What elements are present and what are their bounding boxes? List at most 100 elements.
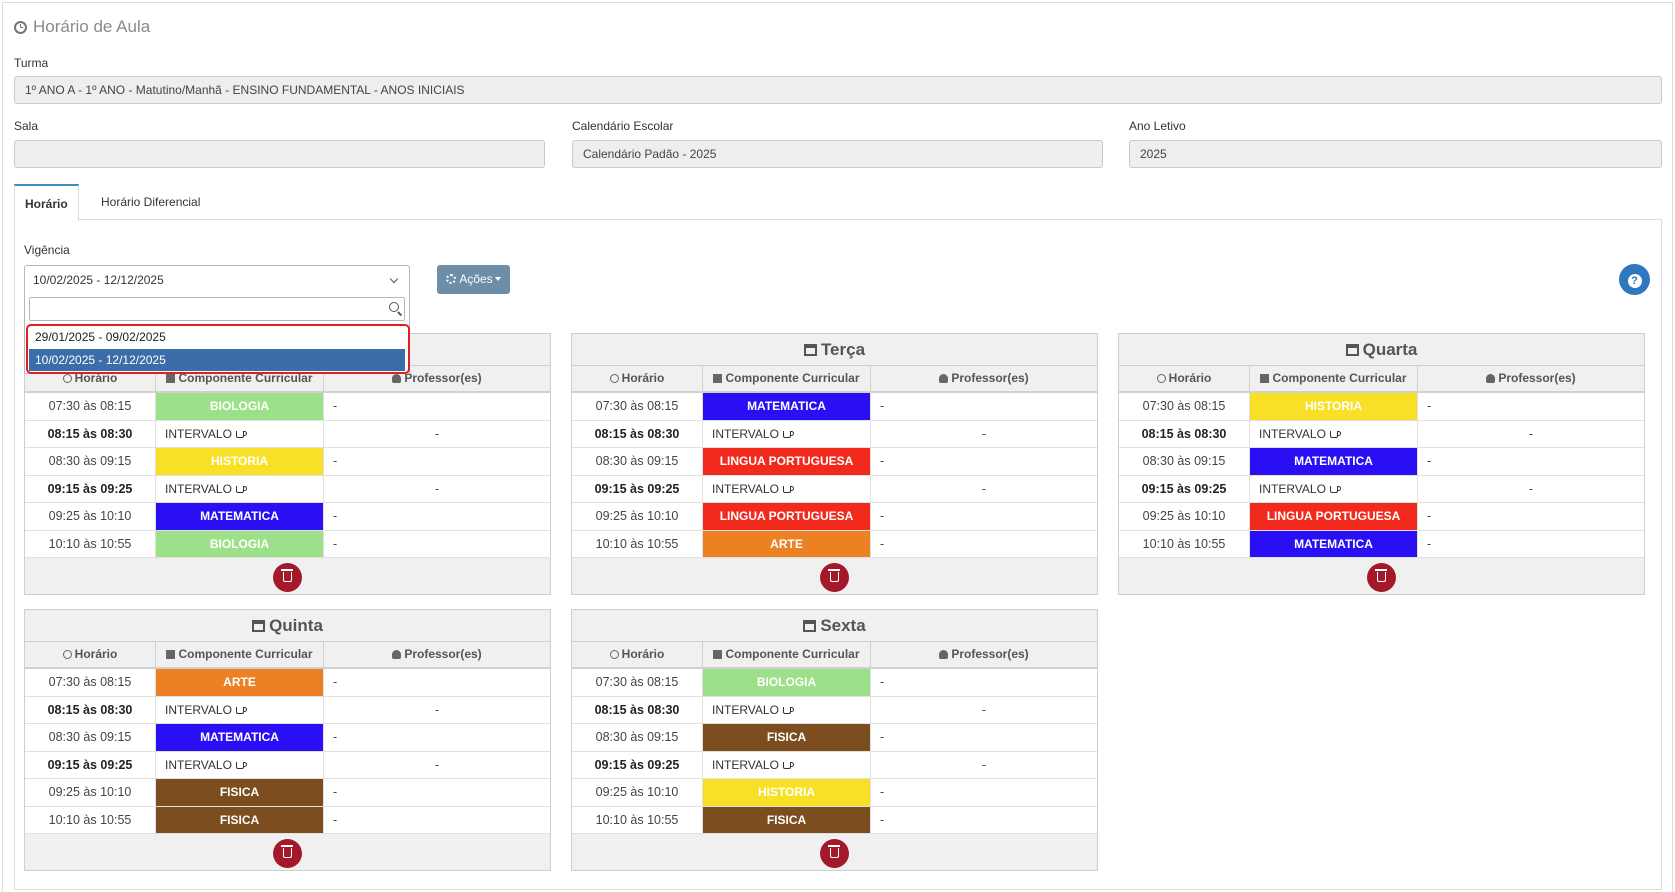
time-cell: 10:10 às 10:55 [572, 530, 703, 557]
table-row: 08:15 às 08:30 INTERVALO - [25, 696, 550, 724]
tab-horario[interactable]: Horário [14, 184, 79, 221]
trash-icon [280, 845, 293, 858]
time-cell: 10:10 às 10:55 [1119, 530, 1250, 557]
clock-icon [609, 374, 619, 383]
delete-button[interactable] [819, 839, 849, 868]
table-row: 10:10 às 10:55 MATEMATICA - [1119, 530, 1644, 558]
vigencia-option[interactable]: 29/01/2025 - 09/02/2025 [35, 330, 166, 344]
header-professor: Professor(es) [871, 366, 1097, 391]
delete-button[interactable] [272, 839, 302, 868]
subject-cell[interactable]: LINGUA PORTUGUESA [1250, 503, 1418, 530]
time-cell: 09:25 às 10:10 [572, 779, 703, 806]
subject-cell[interactable]: HISTORIA [1250, 393, 1418, 420]
table-row: 09:25 às 10:10 LINGUA PORTUGUESA - [572, 503, 1097, 531]
tab-horario-diferencial[interactable]: Horário Diferencial [101, 195, 201, 209]
page-title-text: Horário de Aula [33, 17, 151, 36]
calendar-icon [252, 620, 266, 632]
time-cell: 09:15 às 09:25 [1119, 475, 1250, 502]
professor-cell: - [434, 426, 440, 441]
clock-icon [1156, 374, 1166, 383]
subject-cell[interactable]: BIOLOGIA [156, 393, 324, 420]
subject-cell[interactable]: FISICA [156, 806, 324, 833]
table-row: 09:25 às 10:10 HISTORIA - [572, 779, 1097, 807]
subject-cell[interactable]: LINGUA PORTUGUESA [703, 503, 871, 530]
time-cell: 09:15 às 09:25 [25, 475, 156, 502]
day-name: Sexta [820, 616, 866, 635]
subject-cell[interactable]: FISICA [156, 779, 324, 806]
table-row: 07:30 às 08:15 HISTORIA - [1119, 393, 1644, 421]
header-professor: Professor(es) [324, 366, 550, 391]
table-row: 09:15 às 09:25 INTERVALO - [1119, 475, 1644, 503]
delete-button[interactable] [1366, 563, 1396, 592]
vigencia-selected-value: 10/02/2025 - 12/12/2025 [33, 273, 164, 287]
subject-cell[interactable]: BIOLOGIA [703, 669, 871, 696]
professor-cell: - [880, 675, 885, 689]
time-cell: 07:30 às 08:15 [572, 393, 703, 420]
table-row: 09:25 às 10:10 LINGUA PORTUGUESA - [1119, 503, 1644, 531]
subject-cell[interactable]: MATEMATICA [1250, 448, 1418, 475]
day-name: Quinta [269, 616, 323, 635]
delete-button[interactable] [819, 563, 849, 592]
professor-cell: - [333, 399, 338, 413]
time-cell: 07:30 às 08:15 [572, 669, 703, 696]
vigencia-option-selected[interactable]: 10/02/2025 - 12/12/2025 [29, 349, 405, 371]
tab-bar: Horário Horário Diferencial [14, 184, 1662, 221]
table-row: 09:15 às 09:25 INTERVALO - [572, 751, 1097, 779]
ano-letivo-field: 2025 [1129, 140, 1662, 168]
table-row: 08:15 às 08:30 INTERVALO - [1119, 420, 1644, 448]
subject-cell[interactable]: MATEMATICA [156, 503, 324, 530]
time-cell: 10:10 às 10:55 [25, 806, 156, 833]
professor-cell: - [333, 675, 338, 689]
time-cell: 09:15 às 09:25 [572, 751, 703, 778]
professor-cell: - [333, 509, 338, 523]
subject-cell[interactable]: ARTE [703, 530, 871, 557]
header-horario: Horário [25, 366, 156, 391]
subject-cell[interactable]: HISTORIA [156, 448, 324, 475]
actions-button[interactable]: Ações [437, 265, 510, 294]
table-row: 08:30 às 09:15 MATEMATICA - [25, 724, 550, 752]
vigencia-search-input[interactable] [29, 297, 405, 321]
delete-button[interactable] [272, 563, 302, 592]
table-row: 08:15 às 08:30 INTERVALO - [25, 420, 550, 448]
table-row: 10:10 às 10:55 BIOLOGIA - [25, 530, 550, 558]
interval-cell: INTERVALO [703, 420, 871, 447]
professor-cell: - [333, 812, 338, 827]
table-row: 10:10 às 10:55 ARTE - [572, 530, 1097, 558]
actions-label: Ações [459, 272, 493, 286]
time-cell: 08:30 às 09:15 [1119, 448, 1250, 475]
header-componente: Componente Curricular [156, 642, 324, 667]
turma-label: Turma [14, 56, 49, 70]
professor-cell: - [880, 454, 885, 468]
help-button[interactable]: ? [1619, 264, 1650, 295]
clock-icon [62, 650, 72, 659]
table-row: 09:25 às 10:10 FISICA - [25, 779, 550, 807]
book-icon [713, 374, 723, 383]
professor-cell: - [981, 481, 987, 496]
subject-cell[interactable]: FISICA [703, 724, 871, 751]
subject-cell[interactable]: BIOLOGIA [156, 530, 324, 557]
professor-cell: - [981, 702, 987, 717]
vigencia-select[interactable]: 10/02/2025 - 12/12/2025 [24, 265, 410, 295]
subject-cell[interactable]: MATEMATICA [703, 393, 871, 420]
header-horario: Horário [572, 366, 703, 391]
professor-cell: - [333, 730, 338, 744]
time-cell: 07:30 às 08:15 [25, 669, 156, 696]
subject-cell[interactable]: MATEMATICA [1250, 530, 1418, 557]
time-cell: 09:25 às 10:10 [1119, 503, 1250, 530]
calendar-icon [803, 620, 817, 632]
subject-cell[interactable]: MATEMATICA [156, 724, 324, 751]
time-cell: 08:15 às 08:30 [572, 420, 703, 447]
time-cell: 08:30 às 09:15 [572, 448, 703, 475]
day-panel-2: Quarta Horário Componente Curricular Profes… [1118, 333, 1645, 595]
professor-cell: - [333, 536, 338, 551]
panel-footer [25, 834, 550, 871]
table-row: 09:15 às 09:25 INTERVALO - [25, 751, 550, 779]
subject-cell[interactable]: ARTE [156, 669, 324, 696]
subject-cell[interactable]: HISTORIA [703, 779, 871, 806]
subject-cell[interactable]: FISICA [703, 806, 871, 833]
professor-cell: - [333, 785, 338, 799]
subject-cell[interactable]: LINGUA PORTUGUESA [703, 448, 871, 475]
grid-header: Horário Componente Curricular Professor(es… [1119, 366, 1644, 393]
turma-field: 1º ANO A - 1º ANO - Matutino/Manhã - ENS… [14, 76, 1662, 104]
coffee-icon [235, 761, 247, 769]
